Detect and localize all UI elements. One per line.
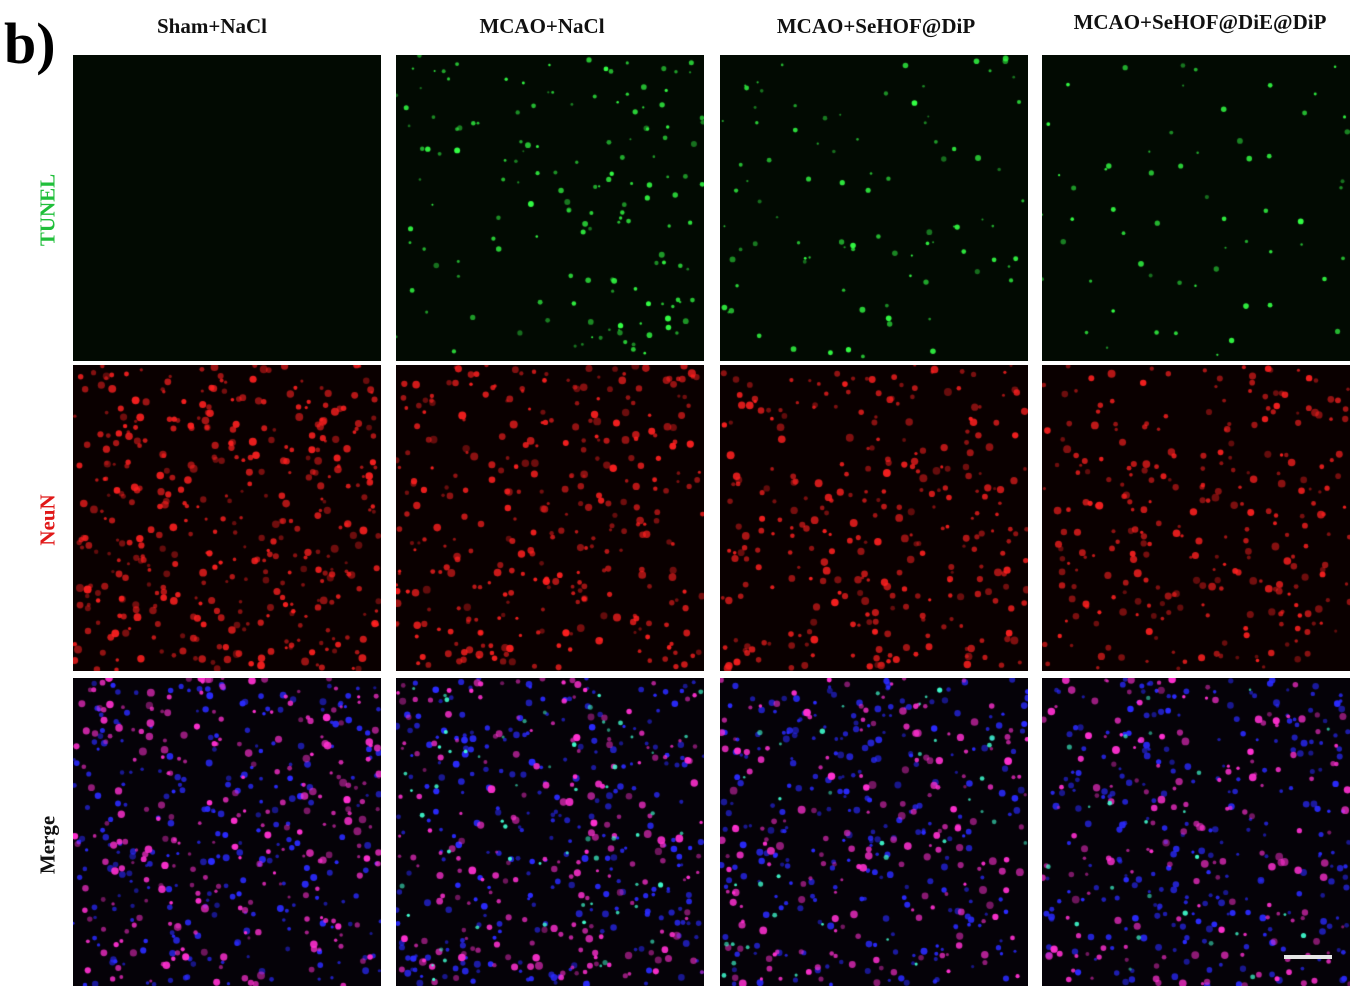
micrograph-neun-1	[73, 365, 381, 671]
column-title-mcao-sehof-die-dip: MCAO+SeHOF@DiE@DiP	[1073, 10, 1327, 34]
row-label-tunel: TUNEL	[35, 173, 60, 247]
micrograph-merge-3	[720, 678, 1028, 986]
row-label-merge: Merge	[35, 815, 60, 875]
column-title-mcao-nacl: MCAO+NaCl	[479, 14, 605, 38]
micrograph-tunel-4	[1042, 55, 1350, 361]
micrograph-neun-2	[396, 365, 704, 671]
scale-bar	[1284, 955, 1332, 959]
micrograph-neun-4	[1042, 365, 1350, 671]
row-label-neun: NeuN	[35, 494, 60, 546]
micrograph-neun-3	[720, 365, 1028, 671]
micrograph-tunel-3	[720, 55, 1028, 361]
column-title-sham-nacl: Sham+NaCl	[157, 14, 267, 38]
micrograph-merge-2	[396, 678, 704, 986]
micrograph-merge-1	[73, 678, 381, 986]
micrograph-merge-4	[1042, 678, 1350, 986]
micrograph-tunel-2	[396, 55, 704, 361]
micrograph-tunel-1	[73, 55, 381, 361]
panel-label: b)	[4, 11, 56, 76]
column-title-mcao-sehof-dip: MCAO+SeHOF@DiP	[776, 14, 976, 38]
